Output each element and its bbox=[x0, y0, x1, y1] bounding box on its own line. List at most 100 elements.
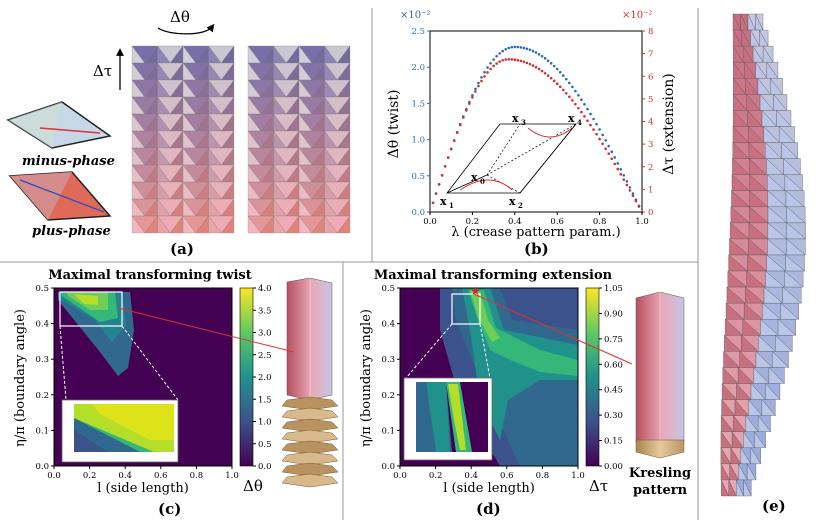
twist-point bbox=[558, 70, 562, 74]
twist-point bbox=[495, 54, 498, 58]
extension-point bbox=[458, 123, 462, 127]
twist-point bbox=[598, 128, 601, 131]
x-tick-label: 0.8 bbox=[190, 471, 204, 481]
twist-point bbox=[586, 107, 589, 111]
origami-facet bbox=[182, 215, 197, 234]
extension-symbol: Δτ bbox=[93, 62, 112, 80]
kresling-column bbox=[635, 291, 685, 459]
zoom-box-d bbox=[451, 293, 481, 325]
y-tick-label: 2.5 bbox=[411, 27, 425, 37]
extension-point bbox=[498, 60, 501, 63]
y-tick-label: 0.0 bbox=[381, 462, 395, 472]
colorbar-tick-label: 3.0 bbox=[258, 329, 272, 339]
panel-d-label: (d) bbox=[476, 500, 501, 518]
y-tick-label: 0.3 bbox=[381, 355, 395, 365]
extension-point bbox=[480, 79, 483, 83]
inset-point-x1: x bbox=[440, 195, 447, 208]
extension-point bbox=[510, 58, 514, 61]
y-right-tick-label: 0 bbox=[648, 208, 653, 218]
twist-point bbox=[631, 192, 635, 195]
twist-point bbox=[549, 61, 553, 65]
accordion-layer bbox=[281, 473, 339, 488]
extension-point bbox=[610, 157, 614, 161]
twist-arrow: Δθ bbox=[157, 8, 215, 35]
twist-point bbox=[577, 93, 580, 97]
extension-point bbox=[628, 189, 632, 192]
panel-e: (e) bbox=[720, 13, 807, 515]
colorbar-tick-label: 0.30 bbox=[604, 411, 623, 421]
y-tick-label: 0.4 bbox=[381, 320, 395, 330]
twist-point bbox=[628, 186, 632, 189]
x-tick-label: 0.6 bbox=[154, 471, 168, 481]
extension-point bbox=[574, 102, 577, 106]
extension-point bbox=[495, 62, 498, 65]
column-c-model bbox=[117, 277, 339, 488]
colorbar-tick-label: 0.45 bbox=[604, 386, 623, 396]
extension-point bbox=[452, 139, 456, 143]
minus-phase-tile: minus-phase bbox=[6, 101, 115, 169]
kresling-label-2: pattern bbox=[633, 483, 688, 498]
plot-b-xlabel: λ (crease pattern param.) bbox=[451, 225, 620, 240]
x-tick-label: 0.2 bbox=[429, 471, 443, 481]
plot-d-y-ticks: 0.0 0.1 0.2 0.3 0.4 0.5 bbox=[381, 284, 400, 472]
y-tick-label: 1.5 bbox=[411, 99, 425, 109]
twist-point bbox=[610, 150, 614, 153]
strip-facet bbox=[747, 463, 757, 481]
panel-b: 0.0 0.2 0.4 0.6 0.8 1.0 0.0 0.5 1.0 1.5 2.0 2.5 0 1… bbox=[386, 10, 677, 258]
extension-point bbox=[568, 95, 571, 99]
origami-facet bbox=[324, 215, 338, 234]
y-tick-label: 1.0 bbox=[411, 136, 425, 146]
extension-point bbox=[474, 90, 477, 93]
colorbar-tick-label: 1.0 bbox=[258, 418, 272, 428]
extension-point bbox=[449, 147, 453, 151]
right-exponent: ×10⁻² bbox=[622, 10, 652, 21]
extension-point bbox=[595, 132, 598, 136]
colorbar-tick-label: 0.15 bbox=[604, 437, 623, 447]
extension-point bbox=[631, 194, 635, 198]
twist-point bbox=[534, 51, 538, 54]
twist-symbol: Δθ bbox=[170, 8, 190, 26]
x-tick-label: 0.0 bbox=[423, 217, 437, 227]
inset-c bbox=[61, 399, 179, 463]
x-tick-label: 1.0 bbox=[635, 217, 649, 227]
origami-facet bbox=[298, 215, 313, 234]
twist-point bbox=[564, 77, 568, 81]
extension-point bbox=[437, 183, 441, 186]
extension-point bbox=[483, 75, 486, 78]
optimum-star: ★ bbox=[470, 284, 481, 298]
accordion-base bbox=[281, 396, 339, 488]
inset-d bbox=[403, 377, 493, 461]
extension-point bbox=[592, 128, 595, 131]
inset-sub-2: 2 bbox=[518, 201, 523, 210]
extension-point bbox=[552, 79, 556, 83]
x-tick-label: 0.6 bbox=[550, 217, 564, 227]
x-tick-label: 0.2 bbox=[83, 471, 97, 481]
extension-point bbox=[516, 58, 520, 62]
twist-point bbox=[486, 66, 489, 69]
panel-a: Δθ Δτ minus-phase plus-phase (a) bbox=[6, 8, 351, 258]
strip-facet bbox=[736, 479, 745, 497]
twist-point bbox=[619, 167, 623, 171]
twist-point bbox=[595, 122, 598, 126]
origami-facet bbox=[157, 215, 171, 234]
twist-point bbox=[583, 103, 586, 106]
twist-point bbox=[625, 180, 629, 183]
twist-point bbox=[507, 46, 511, 50]
y-tick-label: 0.1 bbox=[381, 426, 395, 436]
colorbar-tick-label: 0.0 bbox=[258, 462, 272, 472]
twist-point bbox=[574, 89, 577, 93]
y-tick-label: 0.5 bbox=[35, 284, 49, 294]
inset-point-x0: x bbox=[471, 171, 478, 184]
plot-c-x-ticks: 0.0 0.2 0.4 0.6 0.8 1.0 bbox=[47, 466, 239, 481]
extension-point bbox=[443, 165, 447, 168]
extension-point bbox=[434, 192, 438, 195]
extension-point bbox=[601, 142, 604, 146]
panel-dividers bbox=[0, 8, 699, 520]
x-tick-label: 0.8 bbox=[593, 217, 607, 227]
twist-point bbox=[543, 57, 547, 60]
plot-b-frame bbox=[429, 30, 643, 213]
extension-point bbox=[492, 64, 495, 68]
extension-point bbox=[619, 173, 623, 176]
accordion-layer bbox=[281, 396, 339, 411]
inset-sub-4: 4 bbox=[577, 118, 582, 127]
